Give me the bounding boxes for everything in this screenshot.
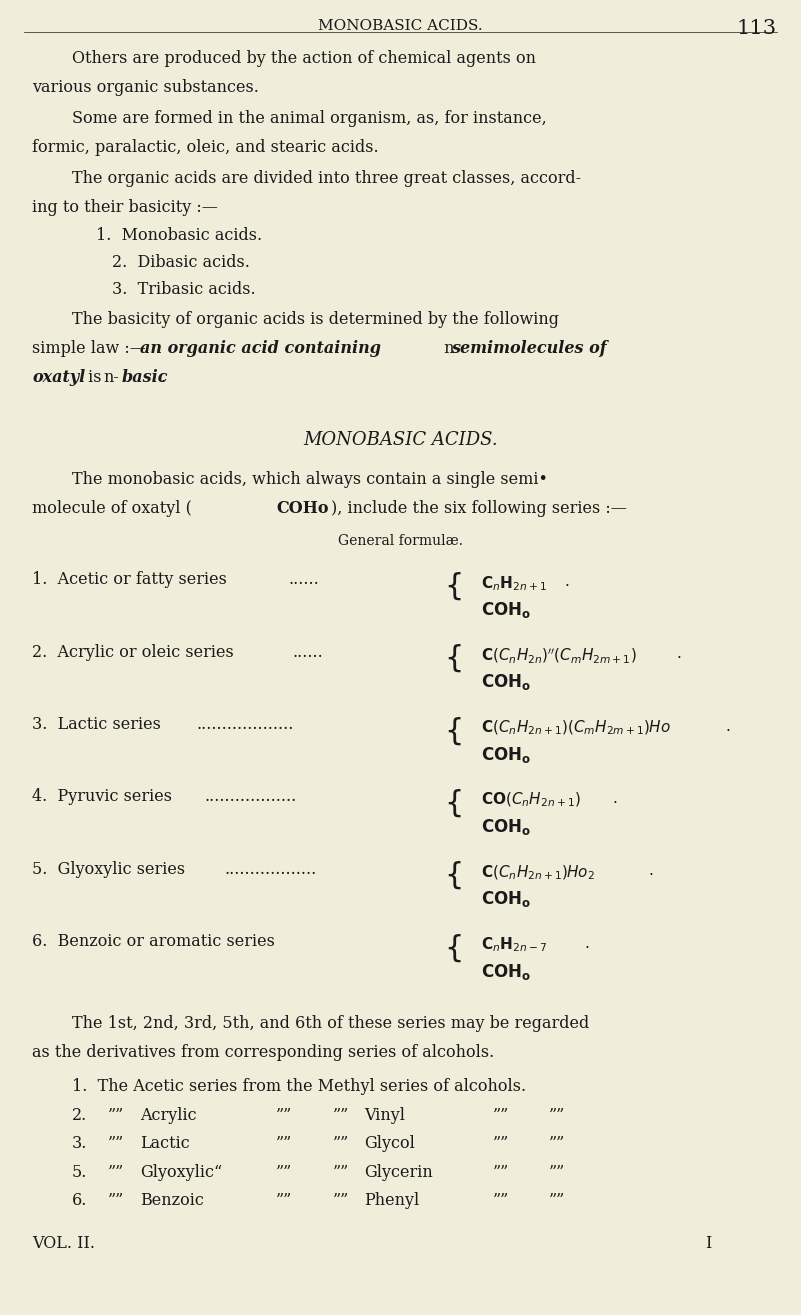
Text: 5.: 5. [72, 1164, 87, 1181]
Text: 113: 113 [737, 18, 777, 38]
Text: 3.: 3. [72, 1135, 87, 1152]
Text: Acrylic: Acrylic [140, 1106, 197, 1123]
Text: ), include the six following series :—: ), include the six following series :— [331, 500, 626, 517]
Text: oxatyl: oxatyl [32, 368, 85, 385]
Text: $\{$: $\{$ [444, 715, 461, 747]
Text: ””: ”” [493, 1106, 509, 1123]
Text: MONOBASIC ACIDS.: MONOBASIC ACIDS. [304, 431, 497, 450]
Text: $\mathbf{C}$$(C_nH_{2n+1})Ho_2$: $\mathbf{C}$$(C_nH_{2n+1})Ho_2$ [481, 863, 594, 881]
Text: various organic substances.: various organic substances. [32, 79, 259, 96]
Text: ””: ”” [108, 1164, 124, 1181]
Text: ””: ”” [493, 1135, 509, 1152]
Text: ......: ...... [288, 571, 319, 588]
Text: $\mathbf{COH_o}$: $\mathbf{COH_o}$ [481, 600, 530, 619]
Text: ing to their basicity :—: ing to their basicity :— [32, 199, 218, 216]
Text: ””: ”” [332, 1193, 348, 1210]
Text: Glyoxylic“: Glyoxylic“ [140, 1164, 223, 1181]
Text: 1.  Acetic or fatty series: 1. Acetic or fatty series [32, 571, 227, 588]
Text: MONOBASIC ACIDS.: MONOBASIC ACIDS. [318, 18, 483, 33]
Text: 2.  Acrylic or oleic series: 2. Acrylic or oleic series [32, 643, 234, 660]
Text: Vinyl: Vinyl [364, 1106, 405, 1123]
Text: ...................: ................... [196, 715, 294, 732]
Text: VOL. II.: VOL. II. [32, 1235, 95, 1252]
Text: 3.  Tribasic acids.: 3. Tribasic acids. [112, 281, 256, 299]
Text: 1.  Monobasic acids.: 1. Monobasic acids. [96, 227, 262, 245]
Text: ””: ”” [108, 1106, 124, 1123]
Text: ””: ”” [276, 1193, 292, 1210]
Text: semimolecules of: semimolecules of [451, 341, 606, 356]
Text: The monobasic acids, which always contain a single semi•: The monobasic acids, which always contai… [72, 471, 548, 488]
Text: $\mathbf{COH_o}$: $\mathbf{COH_o}$ [481, 672, 530, 692]
Text: .: . [677, 646, 682, 661]
Text: ””: ”” [332, 1135, 348, 1152]
Text: $\{$: $\{$ [444, 932, 461, 964]
Text: ””: ”” [332, 1106, 348, 1123]
Text: Others are produced by the action of chemical agents on: Others are produced by the action of che… [72, 50, 536, 67]
Text: $\{$: $\{$ [444, 788, 461, 819]
Text: as the derivatives from corresponding series of alcohols.: as the derivatives from corresponding se… [32, 1044, 494, 1061]
Text: formic, paralactic, oleic, and stearic acids.: formic, paralactic, oleic, and stearic a… [32, 138, 379, 155]
Text: I: I [705, 1235, 711, 1252]
Text: ””: ”” [549, 1193, 565, 1210]
Text: Phenyl: Phenyl [364, 1193, 420, 1210]
Text: .: . [160, 368, 165, 385]
Text: ””: ”” [493, 1193, 509, 1210]
Text: 2.  Dibasic acids.: 2. Dibasic acids. [112, 254, 250, 271]
Text: $\mathbf{CO}$$(C_nH_{2n+1})$: $\mathbf{CO}$$(C_nH_{2n+1})$ [481, 790, 581, 809]
Text: Some are formed in the animal organism, as, for instance,: Some are formed in the animal organism, … [72, 110, 547, 128]
Text: Benzoic: Benzoic [140, 1193, 204, 1210]
Text: .: . [649, 863, 654, 878]
Text: .: . [725, 718, 730, 734]
Text: The basicity of organic acids is determined by the following: The basicity of organic acids is determi… [72, 312, 559, 329]
Text: $\mathbf{COH_o}$: $\mathbf{COH_o}$ [481, 889, 530, 909]
Text: $\mathbf{C}$$_n$$\mathbf{H}$$_{2n+1}$: $\mathbf{C}$$_n$$\mathbf{H}$$_{2n+1}$ [481, 573, 546, 593]
Text: ..................: .................. [224, 860, 316, 877]
Text: $\mathbf{C}$$_n$$\mathbf{H}$$_{2n-7}$: $\mathbf{C}$$_n$$\mathbf{H}$$_{2n-7}$ [481, 935, 546, 955]
Text: n: n [439, 341, 460, 356]
Text: .: . [565, 573, 570, 589]
Text: $\{$: $\{$ [444, 643, 461, 675]
Text: molecule of oxatyl (: molecule of oxatyl ( [32, 500, 192, 517]
Text: $\mathbf{COH_o}$: $\mathbf{COH_o}$ [481, 961, 530, 981]
Text: Glycol: Glycol [364, 1135, 416, 1152]
Text: ””: ”” [276, 1164, 292, 1181]
Text: 6.: 6. [72, 1193, 87, 1210]
Text: 1.  The Acetic series from the Methyl series of alcohols.: 1. The Acetic series from the Methyl ser… [72, 1078, 526, 1095]
Text: 3.  Lactic series: 3. Lactic series [32, 715, 161, 732]
Text: $\{$: $\{$ [444, 860, 461, 892]
Text: The 1st, 2nd, 3rd, 5th, and 6th of these series may be regarded: The 1st, 2nd, 3rd, 5th, and 6th of these… [72, 1015, 590, 1032]
Text: ””: ”” [493, 1164, 509, 1181]
Text: ””: ”” [276, 1106, 292, 1123]
Text: .: . [585, 935, 590, 951]
Text: ””: ”” [332, 1164, 348, 1181]
Text: General formulæ.: General formulæ. [338, 534, 463, 548]
Text: an organic acid containing: an organic acid containing [140, 341, 381, 356]
Text: simple law :—: simple law :— [32, 341, 146, 356]
Text: $\mathbf{C}$$(C_nH_{2n+1})(C_mH_{2m+1})Ho$: $\mathbf{C}$$(C_nH_{2n+1})(C_mH_{2m+1})H… [481, 718, 670, 736]
Text: 6.  Benzoic or aromatic series: 6. Benzoic or aromatic series [32, 934, 275, 949]
Text: $\mathbf{C}$$(C_nH_{2n})^{\prime\prime}(C_mH_{2m+1})$: $\mathbf{C}$$(C_nH_{2n})^{\prime\prime}(… [481, 646, 636, 665]
Text: basic: basic [122, 368, 168, 385]
Text: ””: ”” [549, 1135, 565, 1152]
Text: Lactic: Lactic [140, 1135, 190, 1152]
Text: $\{$: $\{$ [444, 571, 461, 602]
Text: 5.  Glyoxylic series: 5. Glyoxylic series [32, 860, 185, 877]
Text: $\mathbf{COH_o}$: $\mathbf{COH_o}$ [481, 817, 530, 836]
Text: is: is [83, 368, 106, 385]
Text: 4.  Pyruvic series: 4. Pyruvic series [32, 788, 172, 805]
Text: ””: ”” [549, 1164, 565, 1181]
Text: ””: ”” [549, 1106, 565, 1123]
Text: ””: ”” [108, 1193, 124, 1210]
Text: The organic acids are divided into three great classes, accord-: The organic acids are divided into three… [72, 170, 582, 187]
Text: ......: ...... [292, 643, 323, 660]
Text: ””: ”” [108, 1135, 124, 1152]
Text: $\mathbf{COH_o}$: $\mathbf{COH_o}$ [481, 744, 530, 764]
Text: ””: ”” [276, 1135, 292, 1152]
Text: Glycerin: Glycerin [364, 1164, 433, 1181]
Text: n-: n- [103, 368, 119, 385]
Text: 2.: 2. [72, 1106, 87, 1123]
Text: .: . [613, 790, 618, 806]
Text: ..................: .................. [204, 788, 296, 805]
Text: COHo: COHo [276, 500, 329, 517]
